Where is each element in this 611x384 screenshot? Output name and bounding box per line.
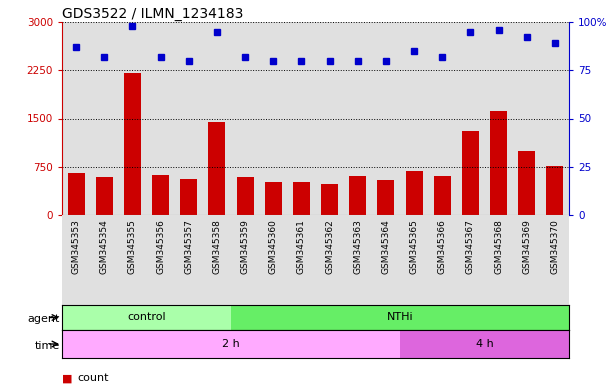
Text: GSM345356: GSM345356 [156, 220, 165, 275]
Text: GSM345358: GSM345358 [213, 220, 221, 275]
Text: NTHi: NTHi [387, 313, 413, 323]
Bar [349, 176, 366, 215]
Bar [372, 215, 400, 305]
Text: GSM345355: GSM345355 [128, 220, 137, 275]
Bar [456, 215, 485, 305]
Bar [231, 215, 259, 305]
Bar [400, 22, 428, 215]
Bar [462, 131, 479, 215]
Bar [119, 215, 147, 305]
Bar [513, 22, 541, 215]
Text: GSM345366: GSM345366 [437, 220, 447, 275]
Text: GSM345364: GSM345364 [381, 220, 390, 274]
Bar [231, 22, 259, 215]
Bar [208, 122, 225, 215]
Bar [147, 215, 175, 305]
Text: GSM345360: GSM345360 [269, 220, 278, 275]
Bar [152, 175, 169, 215]
Text: GSM345370: GSM345370 [551, 220, 560, 275]
Text: GSM345354: GSM345354 [100, 220, 109, 274]
Text: GDS3522 / ILMN_1234183: GDS3522 / ILMN_1234183 [62, 7, 243, 21]
Bar [400, 330, 569, 358]
Text: GSM345367: GSM345367 [466, 220, 475, 275]
Bar [546, 166, 563, 215]
Text: time: time [35, 341, 60, 351]
Bar [119, 22, 147, 215]
Bar [124, 73, 141, 215]
Text: GSM345361: GSM345361 [297, 220, 306, 275]
Bar [147, 22, 175, 215]
Bar [518, 151, 535, 215]
Bar [203, 215, 231, 305]
Bar [343, 22, 372, 215]
Text: GSM345357: GSM345357 [185, 220, 193, 275]
Text: agent: agent [27, 314, 60, 324]
Bar [372, 22, 400, 215]
Bar [513, 215, 541, 305]
Bar [400, 215, 428, 305]
Bar [62, 330, 400, 358]
Bar [236, 177, 254, 215]
Text: GSM345368: GSM345368 [494, 220, 503, 275]
Bar [96, 177, 112, 215]
Bar [90, 22, 119, 215]
Text: 2 h: 2 h [222, 339, 240, 349]
Bar [259, 215, 287, 305]
Text: ■: ■ [62, 373, 76, 383]
Bar [485, 215, 513, 305]
Bar [541, 22, 569, 215]
Bar [321, 184, 338, 215]
Bar [490, 111, 507, 215]
Bar [456, 22, 485, 215]
Bar [62, 305, 231, 330]
Text: GSM345359: GSM345359 [241, 220, 249, 275]
Bar [90, 215, 119, 305]
Bar [434, 176, 451, 215]
Text: 4 h: 4 h [475, 339, 493, 349]
Bar [175, 22, 203, 215]
Text: GSM345369: GSM345369 [522, 220, 531, 275]
Text: GSM345363: GSM345363 [353, 220, 362, 275]
Bar [175, 215, 203, 305]
Bar [428, 215, 456, 305]
Bar [231, 305, 569, 330]
Bar [265, 182, 282, 215]
Bar [62, 22, 90, 215]
Bar [541, 215, 569, 305]
Text: GSM345362: GSM345362 [325, 220, 334, 274]
Bar [343, 215, 372, 305]
Bar [68, 173, 84, 215]
Text: count: count [77, 373, 109, 383]
Text: control: control [127, 313, 166, 323]
Bar [259, 22, 287, 215]
Bar [287, 215, 315, 305]
Bar [315, 215, 343, 305]
Text: GSM345353: GSM345353 [71, 220, 81, 275]
Bar [180, 179, 197, 215]
Text: GSM345365: GSM345365 [409, 220, 419, 275]
Bar [406, 171, 423, 215]
Bar [293, 182, 310, 215]
Bar [378, 180, 394, 215]
Bar [203, 22, 231, 215]
Bar [287, 22, 315, 215]
Bar [62, 215, 90, 305]
Bar [315, 22, 343, 215]
Bar [428, 22, 456, 215]
Bar [485, 22, 513, 215]
